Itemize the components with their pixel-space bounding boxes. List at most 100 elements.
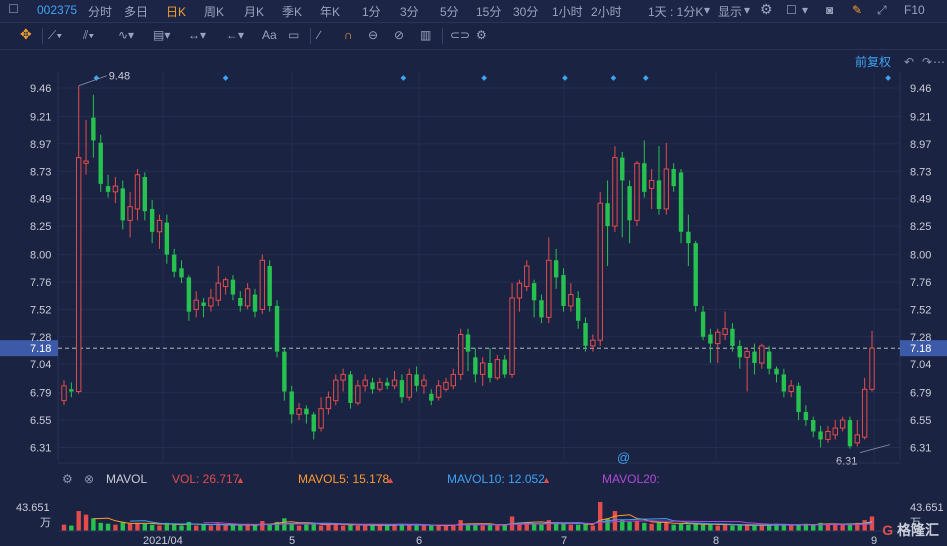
low-leader xyxy=(859,444,891,453)
volume-bar xyxy=(568,524,574,531)
settings-icon[interactable]: ⚙ xyxy=(476,28,487,42)
volume-bar xyxy=(833,524,838,531)
volume-bar xyxy=(252,525,258,531)
candle-body xyxy=(583,323,588,346)
volume-bar xyxy=(730,525,735,531)
tab-period-11[interactable]: 30分 xyxy=(513,5,539,19)
candle-body xyxy=(142,176,147,212)
candle-body xyxy=(524,265,530,288)
candle-body xyxy=(796,385,801,413)
text-tool-icon[interactable]: Aa xyxy=(262,28,277,42)
fib-tool-icon[interactable]: ▤▾ xyxy=(153,28,171,42)
candle-body xyxy=(832,427,838,436)
high-label: 9.48 xyxy=(109,71,130,83)
candle-body xyxy=(494,359,501,379)
current-price-left: 7.18 xyxy=(30,343,51,355)
tab-period-2[interactable]: 日K xyxy=(166,5,187,19)
tab-period-10[interactable]: 15分 xyxy=(476,5,502,19)
volume-bar xyxy=(693,523,698,531)
tab-period-4[interactable]: 月K xyxy=(244,5,265,19)
link-icon[interactable]: ⊂⊃ xyxy=(450,28,471,42)
hide-icon[interactable]: ⊘ xyxy=(394,28,405,42)
candle-body xyxy=(120,188,125,221)
tab-period-3[interactable]: 周K xyxy=(204,5,225,19)
volume-bar xyxy=(700,524,706,531)
tab-period-5[interactable]: 季K xyxy=(282,5,303,19)
brush-icon[interactable]: ∕ xyxy=(318,28,321,42)
stock-code[interactable]: 002375 xyxy=(37,3,78,17)
candle-body xyxy=(156,219,163,233)
interval-select[interactable]: 1天 : 1分K xyxy=(648,5,704,19)
candle-body xyxy=(348,374,353,403)
candle-body xyxy=(208,297,214,307)
at-icon[interactable]: @ xyxy=(617,450,630,465)
candle-body xyxy=(230,279,236,295)
redo-icon[interactable]: ↷ xyxy=(922,55,932,69)
candle-body xyxy=(473,357,478,375)
volume-bar xyxy=(612,511,618,531)
f10-button[interactable]: F10 xyxy=(904,3,925,17)
tab-period-13[interactable]: 2小时 xyxy=(591,5,622,19)
magnet-icon[interactable]: ∩ xyxy=(344,28,353,42)
undo-icon[interactable]: ↶ xyxy=(904,55,914,69)
candle-body xyxy=(274,305,280,352)
checkbox-icon[interactable]: ☐ xyxy=(786,3,797,17)
mavol20-line xyxy=(203,520,873,526)
candle-body xyxy=(531,283,537,301)
indicator-name[interactable]: MAVOL xyxy=(106,472,147,486)
volume-bar xyxy=(105,523,111,531)
more-icon[interactable]: ⋯ xyxy=(933,55,945,69)
menu-icon[interactable]: ☐ xyxy=(8,2,19,16)
volume-bar xyxy=(113,524,118,531)
volume-bar xyxy=(642,522,647,531)
expand-icon[interactable]: ⤢ xyxy=(877,3,887,17)
display-button[interactable]: 显示 xyxy=(718,5,743,19)
kline-chart[interactable]: 7.18 7.18 9.48 6.31 9.46 9.46 9.21 9.21 8.97 8.… xyxy=(0,50,947,546)
tab-period-12[interactable]: 1小时 xyxy=(552,5,583,19)
settings-icon[interactable]: ⚙ xyxy=(62,472,73,486)
volume-bar xyxy=(671,524,676,531)
pencil-icon[interactable]: ✎ xyxy=(852,3,863,17)
tab-period-0[interactable]: 分时 xyxy=(88,5,113,19)
y-tick-label-right: 6.31 xyxy=(910,442,931,454)
tab-period-8[interactable]: 3分 xyxy=(400,5,419,19)
y-tick-label-right: 8.49 xyxy=(910,194,931,206)
channel-tool-icon[interactable]: ⫽▾ xyxy=(83,28,95,42)
crosshair-move-icon[interactable]: ✥ xyxy=(20,26,32,42)
tab-period-1[interactable]: 多日 xyxy=(124,5,149,19)
gear-icon[interactable]: ⚙ xyxy=(760,1,773,17)
logo-text: 格隆汇 xyxy=(897,522,939,538)
trash-icon[interactable]: ▥ xyxy=(420,28,432,42)
y-tick-label-right: 9.21 xyxy=(910,112,931,124)
candle-body xyxy=(457,333,464,375)
volume-bar xyxy=(620,520,625,531)
tab-period-9[interactable]: 5分 xyxy=(440,5,459,19)
grid: 7.18 7.18 xyxy=(0,72,947,460)
adjust-label[interactable]: 前复权 xyxy=(855,54,891,69)
y-tick-label-right: 7.76 xyxy=(910,277,931,289)
event-marker xyxy=(642,75,649,81)
measure-tool-icon[interactable]: ↔▾ xyxy=(188,28,207,42)
candle-body xyxy=(487,363,493,378)
volume-bar xyxy=(627,521,632,531)
y-tick-label-left: 8.73 xyxy=(30,166,51,178)
close-icon[interactable]: ⊗ xyxy=(84,472,94,486)
candle-body xyxy=(516,282,523,299)
candle-body xyxy=(766,351,772,369)
x-axis: 2021/04 5 6 7 8 9 xyxy=(143,535,877,546)
arrow-tool-icon[interactable]: ←▾ xyxy=(226,28,245,42)
camera-icon[interactable]: ◙ xyxy=(826,3,834,17)
volume-bar xyxy=(590,525,596,531)
volume-bar xyxy=(407,524,412,531)
line-tool-icon[interactable]: ⟋▾ xyxy=(48,28,63,42)
tab-period-7[interactable]: 1分 xyxy=(362,5,381,19)
candle-body xyxy=(391,379,398,387)
wave-tool-icon[interactable]: ∿▾ xyxy=(118,28,135,42)
candle-body xyxy=(663,168,670,210)
lock-icon[interactable]: ⊖ xyxy=(368,28,379,42)
volume-bar xyxy=(267,523,272,531)
tab-period-6[interactable]: 年K xyxy=(320,5,341,19)
volume-bar xyxy=(553,522,559,531)
comment-tool-icon[interactable]: ▭ xyxy=(288,28,300,42)
volume-bar xyxy=(135,522,140,531)
